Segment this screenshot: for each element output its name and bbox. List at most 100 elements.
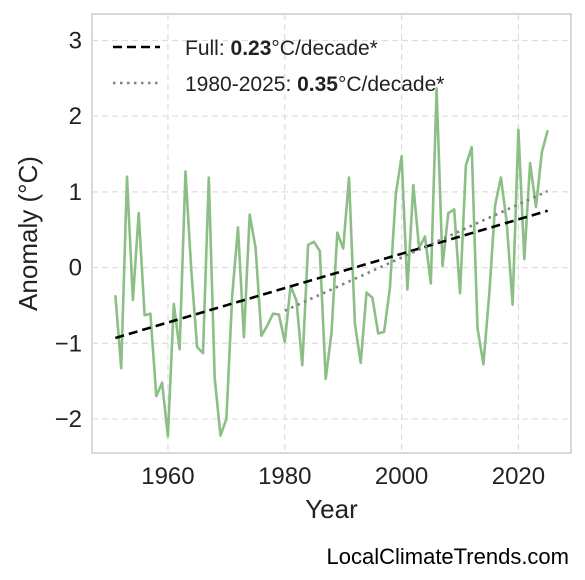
- tick-labels: 1960 1980 2000 2020 −2 −1 0 1 2 3: [55, 27, 545, 490]
- x-tick-label: 1980: [258, 463, 311, 490]
- x-tick-label: 2020: [492, 463, 545, 490]
- anomaly-point: [213, 377, 216, 379]
- anomaly-point: [319, 250, 321, 252]
- anomaly-point: [459, 292, 461, 295]
- anomaly-point: [120, 367, 123, 370]
- anomaly-point: [383, 331, 385, 333]
- anomaly-point: [272, 312, 274, 315]
- anomaly-point: [365, 291, 368, 294]
- anomaly-point: [266, 325, 269, 327]
- anomaly-point: [132, 299, 134, 301]
- y-tick-label: 1: [69, 179, 82, 206]
- anomaly-point: [406, 288, 409, 291]
- anomaly-point: [447, 212, 450, 214]
- anomaly-point: [172, 303, 175, 305]
- anomaly-point: [342, 247, 344, 250]
- anomaly-point: [243, 336, 245, 338]
- y-tick-label: −1: [55, 330, 82, 357]
- anomaly-point: [237, 226, 239, 229]
- anomaly-point: [149, 312, 152, 315]
- anomaly-point: [219, 434, 222, 437]
- anomaly-point: [254, 247, 257, 249]
- anomaly-point: [231, 294, 233, 297]
- legend-recent-name: 1980-2025: [185, 73, 285, 96]
- anomaly-point: [441, 265, 444, 267]
- anomaly-point: [278, 313, 280, 316]
- y-tick-label: −2: [55, 406, 82, 433]
- anomaly-point: [424, 235, 426, 238]
- anomaly-point: [377, 332, 380, 335]
- legend-label-recent: 1980-2025: 0.35°C/decade*: [185, 73, 444, 96]
- anomaly-point: [178, 348, 181, 351]
- anomaly-point: [301, 364, 304, 367]
- anomaly-point: [400, 155, 403, 158]
- legend-full-unit: °C/decade*: [271, 37, 377, 60]
- grid: [92, 14, 571, 453]
- anomaly-point: [260, 334, 263, 337]
- anomaly-point: [330, 331, 333, 334]
- anomaly-point: [476, 327, 479, 329]
- anomaly-point: [517, 129, 520, 131]
- anomaly-point: [295, 300, 298, 302]
- anomaly-point: [196, 346, 198, 348]
- data-lines: [114, 86, 549, 438]
- anomaly-point: [137, 212, 140, 214]
- anomaly-point: [540, 151, 543, 154]
- anomaly-point: [511, 303, 514, 306]
- anomaly-point: [546, 129, 549, 132]
- anomaly-point: [470, 146, 473, 149]
- watermark: LocalClimateTrends.com: [326, 544, 570, 569]
- plot-frame: [91, 13, 572, 454]
- anomaly-point: [167, 435, 169, 438]
- anomaly-point: [114, 294, 117, 297]
- anomaly-point: [336, 231, 339, 234]
- anomaly-point: [494, 204, 496, 207]
- anomaly-point: [190, 269, 193, 272]
- anomaly-point: [453, 208, 455, 211]
- anomaly-point: [523, 258, 526, 261]
- anomaly-point: [225, 418, 228, 420]
- legend-recent-unit: °C/decade*: [338, 73, 444, 96]
- legend-label-full: Full: 0.23°C/decade*: [185, 37, 378, 60]
- legend-full-name: Full: [185, 37, 219, 60]
- anomaly-point: [488, 294, 491, 296]
- x-tick-label: 2000: [375, 463, 428, 490]
- anomaly-point: [535, 206, 537, 208]
- anomaly-point: [208, 176, 210, 179]
- anomaly-point: [354, 322, 356, 325]
- anomaly-point: [348, 176, 350, 179]
- y-tick-label: 0: [69, 255, 82, 282]
- anomaly-point: [371, 297, 374, 299]
- anomaly-point: [283, 340, 286, 343]
- y-tick-label: 2: [69, 103, 82, 130]
- anomaly-point: [161, 381, 163, 384]
- anomaly-point: [202, 352, 204, 354]
- anomaly-point: [324, 378, 327, 380]
- anomaly-point: [126, 175, 128, 178]
- anomaly-point: [184, 170, 187, 173]
- x-axis-label: Year: [305, 494, 358, 524]
- anomaly-point: [143, 314, 146, 317]
- anomaly-point: [430, 282, 432, 285]
- legend-recent-rate: 0.35: [297, 73, 338, 96]
- anomaly-point: [307, 244, 309, 246]
- anomaly-point: [394, 193, 397, 195]
- anomaly-point: [313, 241, 315, 243]
- anomaly-point: [389, 287, 391, 289]
- y-axis-label: Anomaly (°C): [13, 156, 43, 311]
- trend-line-full: [114, 209, 549, 340]
- anomaly-point: [435, 87, 438, 89]
- anomaly-point: [500, 176, 502, 179]
- anomaly-point: [155, 395, 158, 398]
- anomaly-point: [412, 184, 415, 186]
- anomaly-point: [529, 162, 531, 164]
- legend: Full: 0.23°C/decade* 1980-2025: 0.35°C/d…: [113, 37, 444, 96]
- anomaly-point: [465, 164, 467, 167]
- legend-full-rate: 0.23: [231, 37, 272, 60]
- anomaly-point: [248, 213, 251, 216]
- anomaly-point: [482, 363, 485, 366]
- anomaly-point: [359, 362, 362, 364]
- y-tick-label: 3: [69, 27, 82, 54]
- x-tick-label: 1960: [141, 463, 194, 490]
